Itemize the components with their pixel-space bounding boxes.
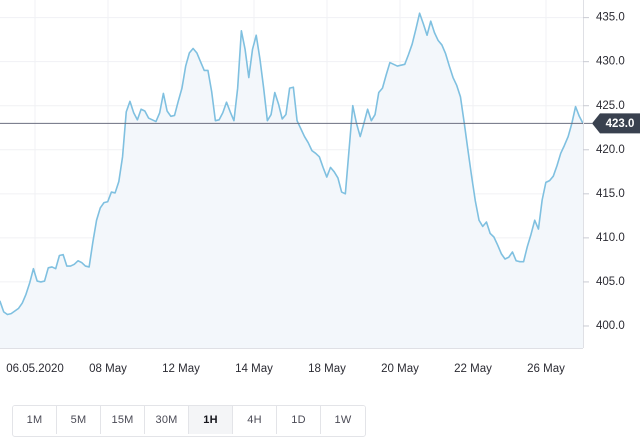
y-tick-label: 430.0 bbox=[596, 56, 625, 68]
y-axis-labels: 400.0 405.0 410.0 415.0 420.0 425.0 430.0 435.0 bbox=[596, 12, 625, 332]
x-tick-label: 26 May bbox=[527, 363, 565, 375]
y-tick-label: 435.0 bbox=[596, 12, 625, 24]
timeframe-button-1m[interactable]: 1M bbox=[13, 406, 57, 434]
price-chart-svg[interactable]: 400.0 405.0 410.0 415.0 420.0 425.0 430.0 435.0… bbox=[0, 0, 640, 390]
x-tick-label: 06.05.2020 bbox=[6, 363, 64, 375]
y-tick-label: 415.0 bbox=[596, 188, 625, 200]
chart-region[interactable]: 400.0 405.0 410.0 415.0 420.0 425.0 430.0 435.0… bbox=[0, 0, 640, 390]
x-tick-label: 14 May bbox=[235, 363, 273, 375]
y-tick-label: 405.0 bbox=[596, 276, 625, 288]
x-tick-label: 08 May bbox=[89, 363, 127, 375]
x-axis-labels: 06.05.2020 08 May 12 May 14 May 18 May 20 May… bbox=[6, 363, 565, 375]
timeframe-button-1w[interactable]: 1W bbox=[321, 406, 365, 434]
x-tick-label: 22 May bbox=[454, 363, 492, 375]
timeframe-button-30m[interactable]: 30M bbox=[145, 406, 189, 434]
y-tick-label: 410.0 bbox=[596, 232, 625, 244]
price-chart-widget: 400.0 405.0 410.0 415.0 420.0 425.0 430.0 435.0… bbox=[0, 0, 640, 445]
timeframe-button-15m[interactable]: 15M bbox=[101, 406, 145, 434]
timeframe-button-1d[interactable]: 1D bbox=[277, 406, 321, 434]
timeframe-button-1h[interactable]: 1H bbox=[189, 406, 233, 434]
current-price-badge: 423.0 bbox=[592, 113, 640, 133]
y-tick-label: 420.0 bbox=[596, 144, 625, 156]
price-badge-label: 423.0 bbox=[606, 118, 635, 130]
x-tick-label: 18 May bbox=[308, 363, 346, 375]
timeframe-button-5m[interactable]: 5M bbox=[57, 406, 101, 434]
timeframe-selector[interactable]: 1M5M15M30M1H4H1D1W bbox=[12, 405, 366, 437]
x-tick-label: 12 May bbox=[162, 363, 200, 375]
timeframe-button-4h[interactable]: 4H bbox=[233, 406, 277, 434]
y-tick-label: 400.0 bbox=[596, 320, 625, 332]
y-tick-label: 425.0 bbox=[596, 100, 625, 112]
x-tick-label: 20 May bbox=[381, 363, 419, 375]
